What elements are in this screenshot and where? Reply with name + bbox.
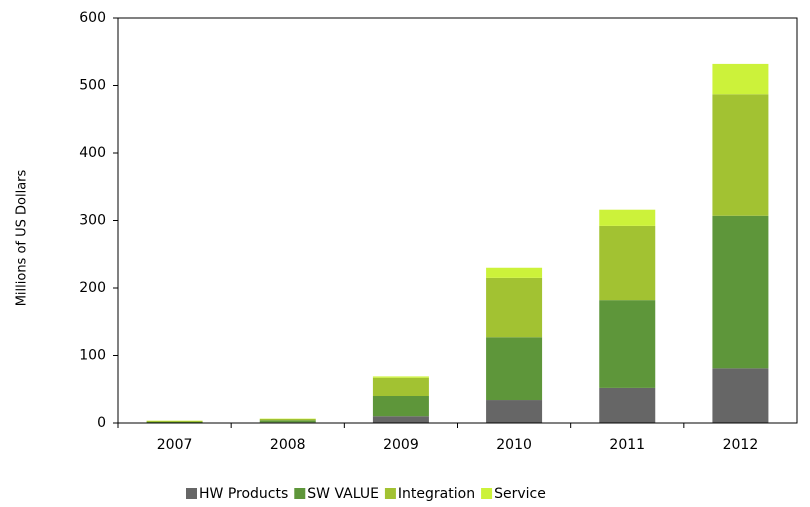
- bar-segment: [599, 300, 656, 388]
- bar-segment: [599, 209, 656, 226]
- y-axis-label: Millions of US Dollars: [15, 169, 30, 306]
- bar-segment: [712, 63, 769, 95]
- bar-segment: [372, 416, 429, 423]
- x-tick-label: 2011: [609, 437, 645, 453]
- bar-segment: [146, 420, 203, 422]
- x-tick-label: 2009: [383, 437, 419, 453]
- bar-segment: [599, 225, 656, 301]
- legend-swatch: [186, 488, 197, 499]
- bar-segment: [712, 215, 769, 369]
- bar-segment: [146, 421, 203, 423]
- x-tick-label: 2012: [723, 437, 759, 453]
- legend-swatch: [294, 488, 306, 499]
- bar-segment: [372, 376, 429, 378]
- plot-frame: [117, 17, 798, 424]
- legend-label: Integration: [398, 486, 475, 502]
- x-tick-label: 2007: [157, 437, 193, 453]
- bar-segment: [486, 337, 543, 401]
- bar-segment: [712, 94, 769, 216]
- y-tick-label: 200: [79, 280, 106, 296]
- bar-segment: [372, 396, 429, 417]
- bar-segment: [259, 420, 316, 423]
- y-tick-label: 100: [79, 348, 106, 364]
- legend-label: SW VALUE: [307, 486, 379, 502]
- legend-swatch: [384, 488, 396, 499]
- legend-label: Service: [494, 486, 546, 502]
- bar-segment: [712, 368, 769, 423]
- y-tick-label: 600: [79, 10, 106, 26]
- bar-segment: [486, 267, 543, 278]
- x-tick-label: 2008: [270, 437, 306, 453]
- bar-segment: [259, 418, 316, 421]
- legend-label: HW Products: [199, 486, 288, 502]
- bar-segment: [486, 400, 543, 423]
- y-tick-label: 300: [79, 213, 106, 229]
- y-tick-label: 0: [97, 415, 106, 431]
- y-tick-label: 400: [79, 145, 106, 161]
- legend-swatch: [481, 488, 493, 499]
- bar-segment: [372, 377, 429, 396]
- bar-segment: [486, 277, 543, 338]
- bar-segment: [599, 387, 656, 423]
- y-tick-label: 500: [79, 78, 106, 94]
- x-tick-label: 2010: [496, 437, 532, 453]
